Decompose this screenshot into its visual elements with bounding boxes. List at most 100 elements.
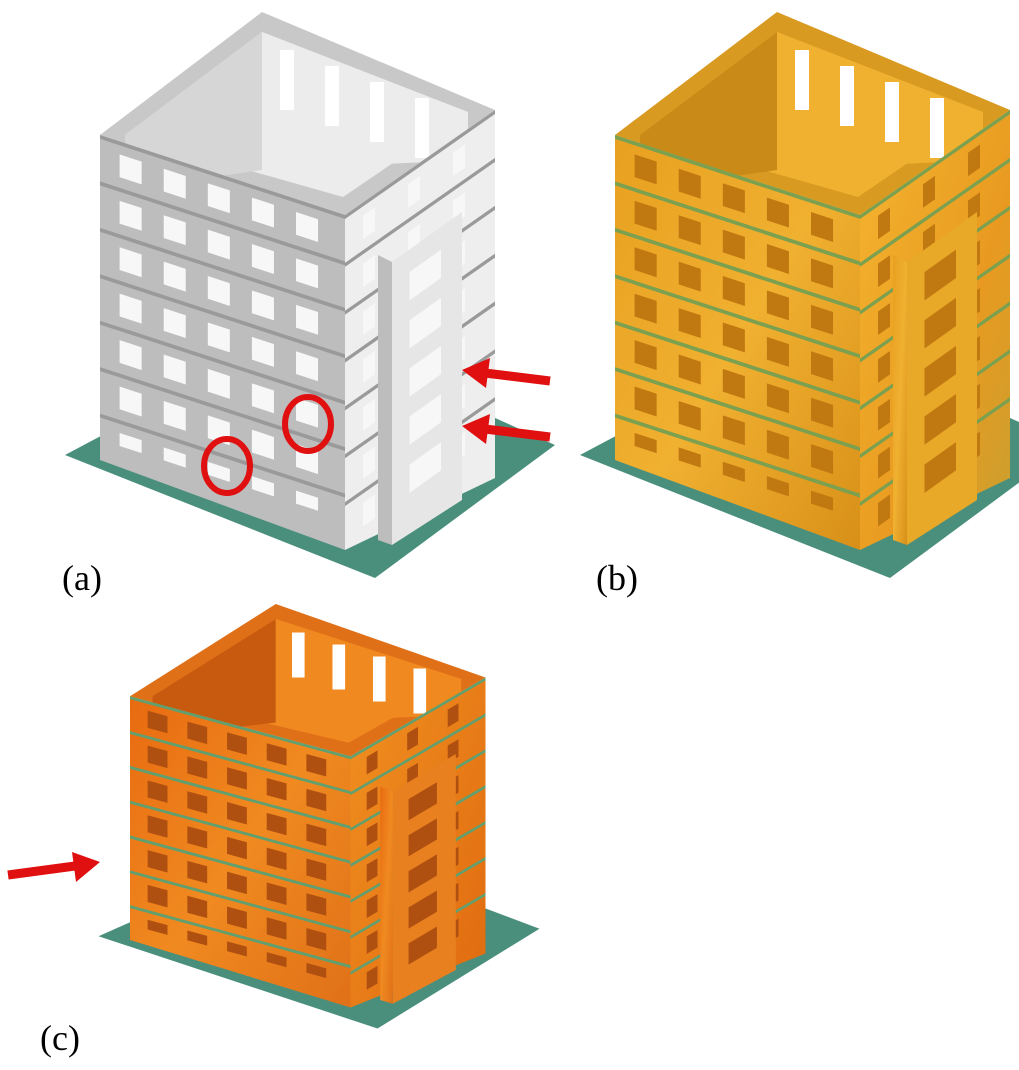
window xyxy=(924,297,956,349)
window xyxy=(363,350,375,383)
window xyxy=(306,858,327,881)
slab xyxy=(860,110,1010,220)
window xyxy=(795,50,809,110)
window xyxy=(634,340,657,371)
window xyxy=(409,393,441,445)
window xyxy=(332,644,346,690)
annex xyxy=(378,255,392,545)
window xyxy=(251,336,274,367)
inner-wall xyxy=(640,32,777,190)
slab xyxy=(350,677,486,760)
slab xyxy=(345,110,495,220)
window xyxy=(878,398,890,431)
window xyxy=(119,200,142,231)
window xyxy=(766,336,789,367)
window xyxy=(207,322,230,353)
slab xyxy=(100,181,345,266)
window xyxy=(766,290,789,321)
window xyxy=(227,941,247,957)
window xyxy=(187,930,208,946)
slab xyxy=(615,181,860,266)
window xyxy=(296,490,319,511)
window xyxy=(363,446,375,479)
window xyxy=(878,207,890,240)
highlight-circle xyxy=(282,394,334,454)
window xyxy=(163,215,186,246)
window xyxy=(119,293,142,324)
window xyxy=(722,183,745,214)
window xyxy=(408,175,420,208)
window xyxy=(266,882,287,905)
window xyxy=(147,815,168,838)
window xyxy=(147,919,168,935)
window xyxy=(678,215,701,246)
arrow xyxy=(462,414,551,444)
window xyxy=(363,303,375,335)
window xyxy=(811,304,834,335)
window xyxy=(678,261,701,292)
window xyxy=(409,297,441,349)
window xyxy=(266,812,287,836)
window xyxy=(147,710,168,734)
window xyxy=(296,397,319,428)
arrow xyxy=(7,852,100,882)
window xyxy=(163,354,186,385)
slab xyxy=(100,227,345,312)
window xyxy=(811,397,834,428)
window xyxy=(678,168,701,199)
window xyxy=(885,82,899,142)
window xyxy=(409,345,441,397)
window xyxy=(811,490,834,511)
window xyxy=(811,351,834,382)
slab xyxy=(860,157,1010,267)
window xyxy=(366,930,378,954)
window xyxy=(296,212,319,242)
window xyxy=(811,444,834,475)
slab xyxy=(615,227,860,312)
window xyxy=(634,200,657,231)
slab xyxy=(615,135,860,219)
window xyxy=(413,668,427,714)
window xyxy=(187,860,208,884)
window xyxy=(207,368,230,399)
window xyxy=(923,175,935,208)
window xyxy=(811,258,834,289)
window xyxy=(722,461,745,482)
slab xyxy=(615,367,860,452)
window xyxy=(370,82,384,142)
slab xyxy=(100,320,345,405)
window xyxy=(447,703,459,728)
window xyxy=(306,823,327,847)
slab xyxy=(130,800,351,864)
window xyxy=(266,778,287,801)
window xyxy=(163,400,186,431)
slab xyxy=(130,905,351,969)
slab xyxy=(615,274,860,359)
window xyxy=(266,917,287,940)
window xyxy=(363,398,375,431)
slab xyxy=(100,135,345,219)
window xyxy=(722,322,745,353)
window xyxy=(227,871,247,895)
window xyxy=(251,383,274,414)
slab xyxy=(100,413,345,498)
window xyxy=(924,249,956,301)
window xyxy=(408,818,437,857)
window xyxy=(296,351,319,382)
window xyxy=(678,308,701,339)
window xyxy=(147,780,168,803)
window xyxy=(678,354,701,385)
window xyxy=(325,66,339,126)
window xyxy=(280,50,294,110)
window xyxy=(147,850,168,873)
panel-c-render xyxy=(98,604,540,1029)
window xyxy=(147,884,168,908)
window xyxy=(227,732,247,755)
window xyxy=(306,754,327,777)
window xyxy=(207,461,230,482)
panel-b-render xyxy=(580,12,1019,578)
window xyxy=(722,368,745,399)
window xyxy=(187,826,208,849)
window xyxy=(930,98,944,158)
